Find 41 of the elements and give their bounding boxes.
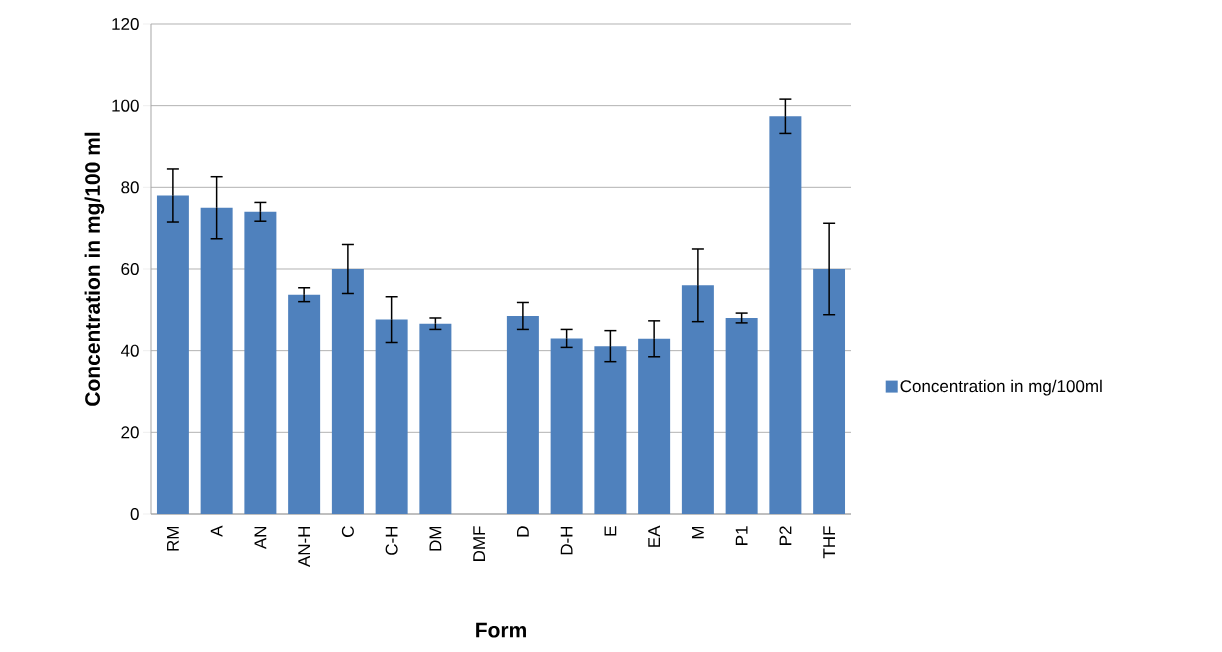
- y-tick-label: 100: [112, 99, 139, 112]
- y-tick-label: 0: [130, 507, 139, 521]
- y-axis-title: Concentration in mg/100 ml: [84, 132, 105, 406]
- bar: [506, 315, 539, 514]
- bar: [594, 346, 627, 514]
- x-tick-label: THF: [823, 526, 835, 559]
- bar: [288, 294, 321, 514]
- x-axis-title: Form: [476, 622, 526, 638]
- x-tick-label: P2: [779, 526, 792, 545]
- bar: [813, 268, 846, 514]
- bar: [200, 207, 233, 514]
- y-tick-label: 60: [121, 262, 139, 276]
- bar: [769, 116, 802, 514]
- bar: [681, 285, 714, 514]
- x-tick-label: RM: [167, 526, 179, 551]
- x-tick-label: A: [210, 525, 223, 537]
- x-tick-label: AN: [254, 526, 267, 550]
- bar: [550, 338, 583, 514]
- bar: [375, 319, 408, 514]
- bar: [244, 211, 277, 514]
- x-tick-label: D: [517, 526, 529, 537]
- bar: [725, 317, 758, 514]
- x-tick-label: EA: [648, 525, 660, 547]
- x-tick-label: P1: [735, 526, 748, 545]
- legend-label: Concentration in mg/100ml: [900, 379, 1102, 396]
- x-tick-label: DM: [429, 526, 442, 551]
- x-tick-label: C-H: [385, 526, 398, 555]
- bar: [419, 323, 452, 514]
- y-tick-label: 20: [121, 426, 139, 439]
- x-tick-label: M: [692, 526, 704, 539]
- y-tick-label: 80: [121, 181, 139, 194]
- bar: [331, 268, 364, 514]
- x-tick-label: C: [341, 526, 354, 537]
- y-tick-label: 120: [112, 17, 139, 31]
- x-tick-label: D-H: [560, 526, 573, 555]
- x-tick-label: DMF: [473, 526, 485, 561]
- x-tick-label: E: [604, 526, 617, 536]
- bar: [638, 338, 671, 514]
- x-tick-label: AN-H: [298, 526, 310, 568]
- bar: [156, 195, 189, 514]
- y-tick-label: 40: [120, 344, 139, 357]
